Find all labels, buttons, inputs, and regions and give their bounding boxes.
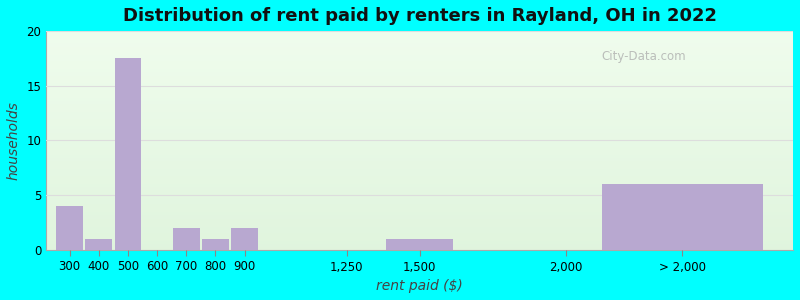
Title: Distribution of rent paid by renters in Rayland, OH in 2022: Distribution of rent paid by renters in …: [122, 7, 717, 25]
Bar: [86, 239, 112, 250]
Y-axis label: households: households: [7, 101, 21, 180]
Bar: [231, 228, 258, 250]
Bar: [56, 206, 83, 250]
Bar: [173, 228, 200, 250]
X-axis label: rent paid ($): rent paid ($): [376, 279, 463, 293]
Bar: [386, 239, 453, 250]
Bar: [602, 184, 762, 250]
Text: City-Data.com: City-Data.com: [602, 50, 686, 64]
Bar: [114, 58, 142, 250]
Bar: [202, 239, 229, 250]
